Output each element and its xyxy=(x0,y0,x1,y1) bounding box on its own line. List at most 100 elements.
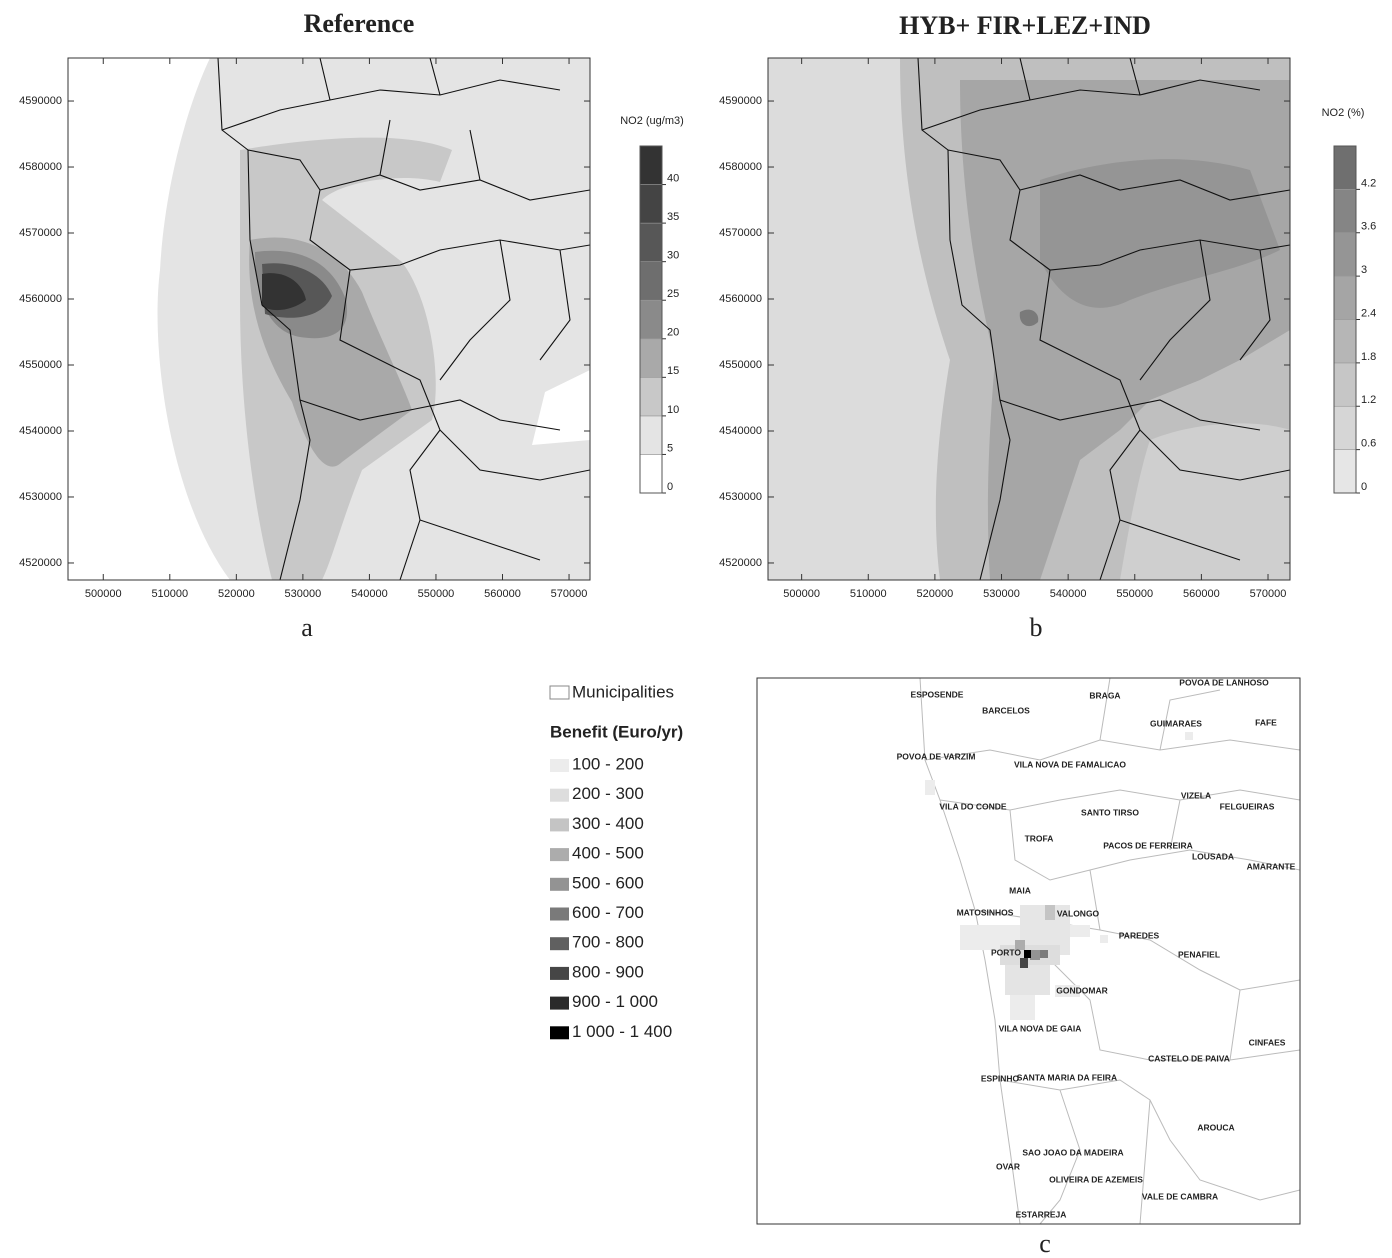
place-label: ESPINHO xyxy=(981,1073,1020,1083)
y-tick-label: 4560000 xyxy=(719,293,762,305)
place-label: TROFA xyxy=(1025,833,1054,843)
colorbar-band xyxy=(640,416,662,455)
legend-title: Benefit (Euro/yr) xyxy=(550,722,683,741)
x-tick-label: 520000 xyxy=(917,588,954,600)
place-label: VILA DO CONDE xyxy=(939,801,1007,811)
colorbar-tick-label: 2.4 xyxy=(1361,307,1376,319)
colorbar-tick-label: 10 xyxy=(667,404,679,416)
legend-swatch xyxy=(550,937,569,950)
x-tick-label: 560000 xyxy=(1183,588,1220,600)
x-tick-label: 500000 xyxy=(85,588,122,600)
legend-swatch xyxy=(550,789,569,802)
place-label: SANTA MARIA DA FEIRA xyxy=(1017,1072,1117,1082)
legend-swatch xyxy=(550,878,569,891)
colorbar-band xyxy=(640,223,662,262)
place-label: OLIVEIRA DE AZEMEIS xyxy=(1049,1174,1143,1184)
legend-label: 500 - 600 xyxy=(572,873,644,892)
place-label: ESTARREJA xyxy=(1016,1209,1067,1219)
y-tick-label: 4540000 xyxy=(719,425,762,437)
colorbar-band xyxy=(1334,146,1356,189)
colorbar-tick-label: 1.2 xyxy=(1361,394,1376,406)
place-label: PORTO xyxy=(991,947,1021,957)
legend-swatch xyxy=(550,759,569,772)
colorbar-band xyxy=(640,377,662,416)
place-label: FELGUEIRAS xyxy=(1220,801,1275,811)
colorbar-band xyxy=(640,146,662,185)
legend-label: 300 - 400 xyxy=(572,814,644,833)
colorbar-label: NO2 (ug/m3) xyxy=(620,115,684,127)
place-label: SANTO TIRSO xyxy=(1081,807,1139,817)
colorbar-tick-label: 4.2 xyxy=(1361,177,1376,189)
colorbar-tick-label: 35 xyxy=(667,211,679,223)
legend-swatch xyxy=(550,967,569,980)
colorbar-tick-label: 5 xyxy=(667,442,673,454)
colorbar-tick-label: 40 xyxy=(667,172,679,184)
colorbar-tick-label: 25 xyxy=(667,288,679,300)
place-label: CASTELO DE PAIVA xyxy=(1148,1053,1230,1063)
legend-label: 800 - 900 xyxy=(572,962,644,981)
panel-letter: c xyxy=(1039,1229,1051,1258)
place-label: POVOA DE VARZIM xyxy=(897,751,976,761)
y-tick-label: 4550000 xyxy=(19,359,62,371)
place-label: VALONGO xyxy=(1057,908,1100,918)
y-tick-label: 4560000 xyxy=(19,293,62,305)
colorbar-tick-label: 15 xyxy=(667,365,679,377)
y-tick-label: 4530000 xyxy=(19,491,62,503)
colorbar-band xyxy=(640,185,662,224)
x-tick-label: 510000 xyxy=(151,588,188,600)
colorbar-tick-label: 20 xyxy=(667,327,679,339)
x-tick-label: 530000 xyxy=(285,588,322,600)
place-label: OVAR xyxy=(996,1161,1020,1171)
colorbar-band xyxy=(1334,450,1356,493)
legend-label: 200 - 300 xyxy=(572,784,644,803)
x-tick-label: 540000 xyxy=(1050,588,1087,600)
y-tick-label: 4530000 xyxy=(719,491,762,503)
legend-label: 1 000 - 1 400 xyxy=(572,1022,672,1041)
colorbar-band xyxy=(1334,363,1356,406)
legend-swatch xyxy=(550,848,569,861)
x-tick-label: 560000 xyxy=(484,588,521,600)
place-label: BARCELOS xyxy=(982,705,1030,715)
colorbar-band xyxy=(640,300,662,339)
place-label: VILA NOVA DE FAMALICAO xyxy=(1014,759,1126,769)
place-label: GUIMARAES xyxy=(1150,718,1202,728)
place-label: BRAGA xyxy=(1089,690,1120,700)
colorbar-tick-label: 1.8 xyxy=(1361,351,1376,363)
colorbar-tick-label: 0.6 xyxy=(1361,438,1376,450)
legend-layer: Municipalities xyxy=(572,682,674,701)
colorbar-band xyxy=(640,339,662,378)
place-label: AMARANTE xyxy=(1247,861,1296,871)
legend-swatch xyxy=(550,818,569,831)
y-tick-label: 4570000 xyxy=(19,227,62,239)
legend-swatch xyxy=(550,908,569,921)
colorbar-tick-label: 30 xyxy=(667,250,679,262)
legend-swatch xyxy=(550,686,569,699)
legend-swatch xyxy=(550,1026,569,1039)
colorbar-band xyxy=(1334,276,1356,319)
x-tick-label: 530000 xyxy=(983,588,1020,600)
colorbar-band xyxy=(640,454,662,493)
panel-letter: b xyxy=(1030,613,1043,642)
legend-label: 400 - 500 xyxy=(572,844,644,863)
legend-swatch xyxy=(550,997,569,1010)
x-tick-label: 500000 xyxy=(783,588,820,600)
place-label: MAIA xyxy=(1009,885,1031,895)
place-label: ESPOSENDE xyxy=(911,689,964,699)
x-tick-label: 510000 xyxy=(850,588,887,600)
place-label: PACOS DE FERREIRA xyxy=(1103,840,1193,850)
panel-title: HYB+ FIR+LEZ+IND xyxy=(899,11,1151,40)
legend-label: 600 - 700 xyxy=(572,903,644,922)
map-a xyxy=(68,58,590,580)
legend-label: 900 - 1 000 xyxy=(572,992,658,1011)
y-tick-label: 4580000 xyxy=(19,161,62,173)
y-tick-label: 4590000 xyxy=(19,95,62,107)
colorbar-tick-label: 3 xyxy=(1361,264,1367,276)
x-tick-label: 520000 xyxy=(218,588,255,600)
place-label: CINFAES xyxy=(1249,1037,1286,1047)
colorbar-band xyxy=(1334,406,1356,449)
panel-title: Reference xyxy=(304,9,415,38)
place-label: PAREDES xyxy=(1119,930,1160,940)
place-label: SAO JOAO DA MADEIRA xyxy=(1022,1147,1123,1157)
x-tick-label: 550000 xyxy=(418,588,455,600)
map-b xyxy=(768,58,1290,580)
